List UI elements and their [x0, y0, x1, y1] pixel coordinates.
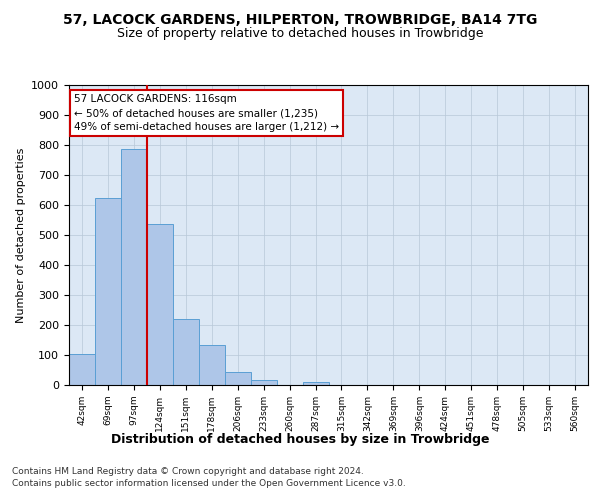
Bar — [147, 224, 173, 385]
Bar — [95, 198, 121, 385]
Text: Size of property relative to detached houses in Trowbridge: Size of property relative to detached ho… — [117, 28, 483, 40]
Text: 57, LACOCK GARDENS, HILPERTON, TROWBRIDGE, BA14 7TG: 57, LACOCK GARDENS, HILPERTON, TROWBRIDG… — [63, 12, 537, 26]
Bar — [199, 346, 224, 385]
Y-axis label: Number of detached properties: Number of detached properties — [16, 148, 26, 322]
Text: Contains HM Land Registry data © Crown copyright and database right 2024.: Contains HM Land Registry data © Crown c… — [12, 468, 364, 476]
Bar — [251, 380, 277, 385]
Bar — [302, 382, 329, 385]
Bar — [173, 319, 199, 385]
Bar — [121, 149, 147, 385]
Text: Distribution of detached houses by size in Trowbridge: Distribution of detached houses by size … — [111, 432, 489, 446]
Bar — [225, 372, 251, 385]
Bar — [69, 354, 95, 385]
Text: 57 LACOCK GARDENS: 116sqm
← 50% of detached houses are smaller (1,235)
49% of se: 57 LACOCK GARDENS: 116sqm ← 50% of detac… — [74, 94, 340, 132]
Text: Contains public sector information licensed under the Open Government Licence v3: Contains public sector information licen… — [12, 479, 406, 488]
